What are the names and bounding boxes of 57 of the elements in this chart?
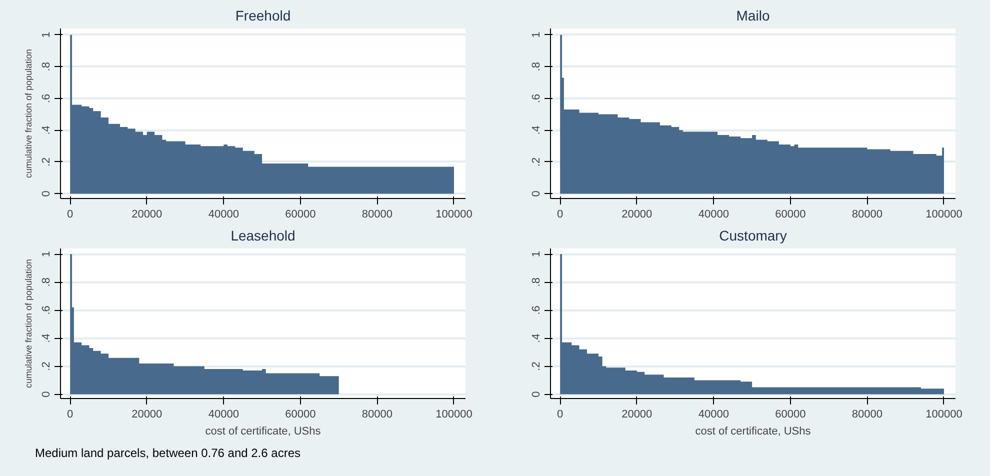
chart-title: Mailo	[736, 8, 770, 24]
x-tick-label: 100000	[436, 208, 472, 220]
x-tick-label: 60000	[285, 408, 316, 420]
x-tick-label: 20000	[132, 208, 162, 220]
y-tick-label: .2	[40, 157, 52, 167]
x-axis-title: cost of certificate, UShs	[205, 426, 322, 438]
x-tick-label: 0	[67, 408, 74, 420]
y-tick-label: 0	[40, 391, 52, 398]
x-tick-label: 100000	[926, 208, 962, 220]
x-tick-label: 40000	[698, 408, 729, 420]
y-tick-label: 0	[530, 391, 542, 398]
x-tick-label: 20000	[622, 208, 652, 220]
text: Medium land parcels, between 0.76 and 2.6 acres	[35, 445, 300, 462]
y-tick-label: .8	[530, 62, 542, 72]
x-tick-label: 40000	[208, 408, 239, 420]
y-axis-title: cumulative fraction of population	[24, 48, 34, 178]
x-tick-label: 40000	[208, 208, 239, 220]
x-tick-label: 80000	[852, 408, 883, 420]
x-tick-label: 100000	[926, 408, 962, 420]
x-tick-label: 60000	[285, 208, 316, 220]
x-tick-label: 40000	[698, 208, 729, 220]
y-tick-label: .8	[40, 278, 52, 287]
y-tick-label: 1	[530, 251, 542, 258]
y-tick-label: .6	[40, 94, 52, 103]
x-tick-label: 0	[557, 408, 564, 420]
y-tick-label: 0	[530, 190, 542, 197]
x-axis-title: cost of certificate, UShs	[695, 426, 812, 438]
y-tick-label: .8	[40, 62, 52, 72]
y-tick-label: 0	[40, 190, 52, 197]
x-tick-label: 20000	[622, 408, 652, 420]
y-tick-label: .6	[40, 306, 52, 315]
y-tick-label: .4	[40, 334, 52, 343]
y-axis-title: cumulative fraction of population	[24, 258, 34, 388]
x-tick-label: 60000	[775, 208, 806, 220]
y-tick-label: .6	[530, 94, 542, 103]
x-tick-label: 100000	[436, 408, 472, 420]
x-tick-label: 60000	[775, 408, 806, 420]
y-tick-label: .8	[530, 278, 542, 287]
y-tick-label: 1	[40, 251, 52, 258]
y-tick-label: .4	[40, 126, 52, 135]
x-tick-label: 0	[67, 208, 74, 220]
x-tick-label: 0	[557, 208, 564, 220]
y-tick-label: .4	[530, 334, 542, 343]
x-tick-label: 80000	[362, 408, 393, 420]
chart-title: Customary	[719, 228, 787, 244]
y-tick-label: 1	[40, 32, 52, 38]
y-tick-label: .6	[530, 306, 542, 315]
y-tick-label: .2	[40, 362, 52, 371]
x-tick-label: 20000	[132, 408, 162, 420]
y-tick-label: .2	[530, 362, 542, 371]
y-tick-label: .2	[530, 157, 542, 167]
chart-title: Freehold	[235, 8, 291, 24]
x-tick-label: 80000	[852, 208, 883, 220]
x-tick-label: 80000	[362, 208, 393, 220]
y-tick-label: 1	[530, 32, 542, 38]
y-tick-label: .4	[530, 126, 542, 135]
chart-title: Leasehold	[230, 228, 296, 244]
